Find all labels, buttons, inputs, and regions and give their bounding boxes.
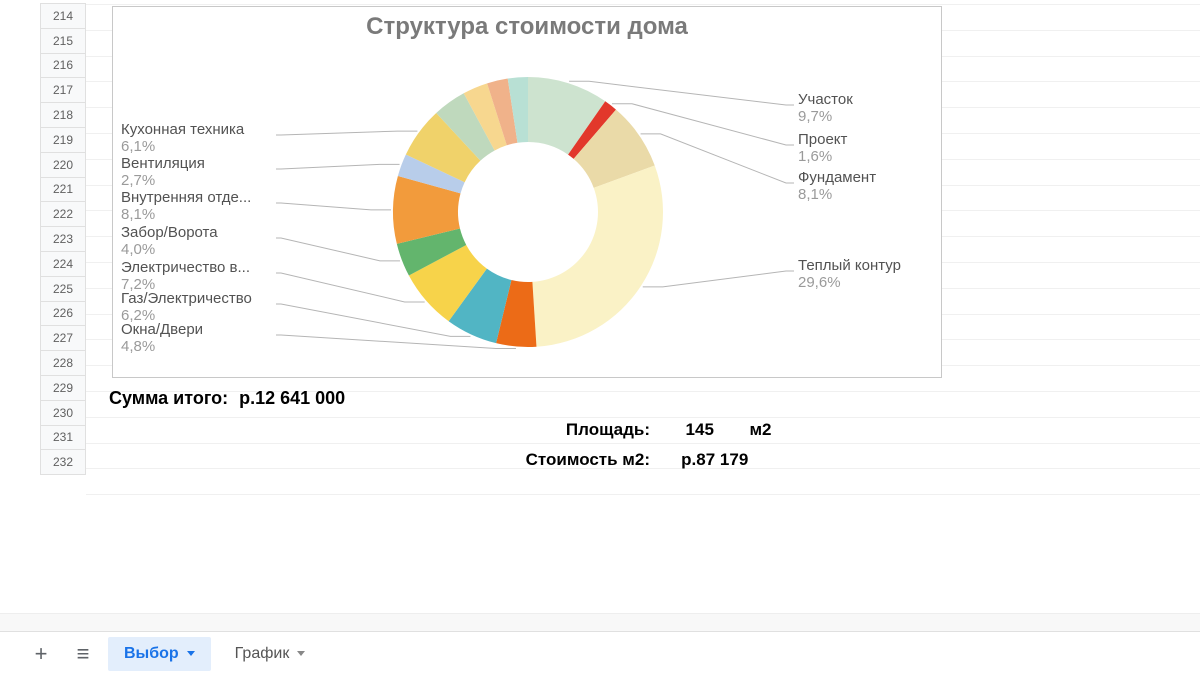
row-number[interactable]: 221	[40, 177, 86, 203]
row-number[interactable]: 226	[40, 301, 86, 327]
summary-cost: Стоимость м2: р.87 179	[430, 450, 900, 470]
summary-area-value: 145	[655, 420, 745, 440]
summary-total-value: р.12 641 000	[239, 388, 345, 408]
slice-label: Кухонная техника6,1%	[121, 121, 244, 156]
chevron-down-icon	[187, 651, 195, 656]
all-sheets-button[interactable]: ≡	[66, 637, 100, 671]
slice-label: Теплый контур29,6%	[798, 257, 901, 292]
tab-inactive[interactable]: График	[219, 637, 322, 671]
row-number[interactable]: 224	[40, 251, 86, 277]
row-number[interactable]: 223	[40, 226, 86, 252]
slice-label: Проект1,6%	[798, 131, 847, 166]
summary-area: Площадь: 145 м2	[430, 420, 900, 440]
sheet-tabs-bar: + ≡ Выбор График	[0, 631, 1200, 675]
row-number[interactable]: 222	[40, 201, 86, 227]
chart-panel: Структура стоимости дома Участок9,7% Прое…	[112, 6, 942, 378]
donut-chart: Участок9,7% Проект1,6%Фундамент8,1% Теплый…	[113, 47, 941, 377]
slice-label: Окна/Двери4,8%	[121, 321, 203, 356]
row-number[interactable]: 220	[40, 152, 86, 178]
row-number[interactable]: 229	[40, 375, 86, 401]
row-number[interactable]: 232	[40, 449, 86, 475]
summary-total: Сумма итого: р.12 641 000	[109, 388, 345, 409]
summary-cost-label: Стоимость м2:	[430, 450, 650, 470]
slice-label: Электричество в...7,2%	[121, 259, 250, 294]
horizontal-scrollbar[interactable]	[0, 613, 1200, 631]
slice-label: Газ/Электричество6,2%	[121, 290, 252, 325]
row-number[interactable]: 214	[40, 3, 86, 29]
row-number[interactable]: 225	[40, 276, 86, 302]
chart-title: Структура стоимости дома	[113, 13, 941, 41]
sheet-area: 2142152162172182192202212222232242252262…	[0, 0, 1200, 610]
add-sheet-button[interactable]: +	[24, 637, 58, 671]
slice-label: Фундамент8,1%	[798, 169, 876, 204]
row-number-gutter: 2142152162172182192202212222232242252262…	[40, 4, 86, 475]
row-number[interactable]: 217	[40, 77, 86, 103]
slice-label: Участок9,7%	[798, 91, 853, 126]
summary-area-label: Площадь:	[430, 420, 650, 440]
chevron-down-icon	[297, 651, 305, 656]
summary-area-unit: м2	[749, 420, 771, 439]
row-number[interactable]: 219	[40, 127, 86, 153]
summary-cost-value: р.87 179	[655, 450, 775, 470]
slice-label: Вентиляция2,7%	[121, 155, 205, 190]
slice-label: Забор/Ворота4,0%	[121, 224, 218, 259]
summary-total-label: Сумма итого:	[109, 388, 228, 408]
tab-active-label: Выбор	[124, 645, 179, 663]
slice-label: Внутренняя отде...8,1%	[121, 189, 251, 224]
row-number[interactable]: 216	[40, 53, 86, 79]
row-number[interactable]: 227	[40, 325, 86, 351]
row-number[interactable]: 215	[40, 28, 86, 54]
tab-inactive-label: График	[235, 645, 290, 663]
row-number[interactable]: 230	[40, 400, 86, 426]
row-number[interactable]: 231	[40, 425, 86, 451]
donut-slice	[532, 165, 663, 346]
tab-active[interactable]: Выбор	[108, 637, 211, 671]
row-number[interactable]: 218	[40, 102, 86, 128]
row-number[interactable]: 228	[40, 350, 86, 376]
